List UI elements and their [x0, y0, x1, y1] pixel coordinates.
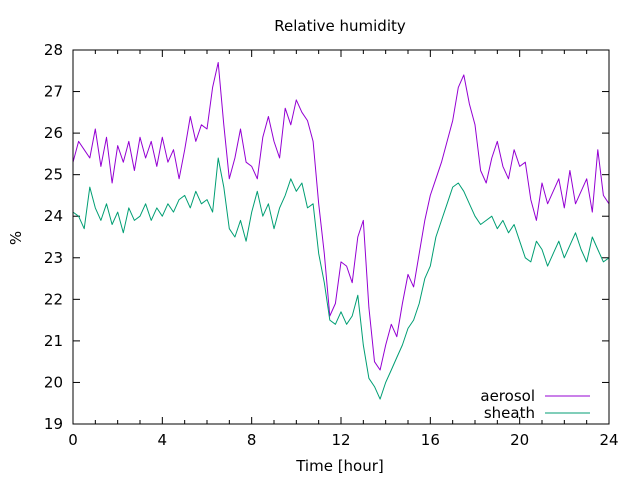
- chart-title: Relative humidity: [274, 17, 406, 35]
- plot-frame: [72, 49, 610, 425]
- y-tick-label: 20: [44, 373, 63, 391]
- x-tick-label: 20: [510, 431, 529, 449]
- y-tick-label: 27: [44, 83, 63, 101]
- series-line-aerosol: [72, 62, 610, 371]
- y-tick-label: 19: [44, 415, 63, 433]
- axis-ticks: [72, 49, 610, 425]
- y-tick-label: 28: [44, 41, 63, 59]
- y-tick-label: 25: [44, 166, 63, 184]
- legend-label-aerosol: aerosol: [480, 387, 535, 405]
- x-tick-label: 24: [599, 431, 618, 449]
- x-tick-label: 0: [68, 431, 78, 449]
- y-axis-label: %: [7, 231, 25, 245]
- y-tick-label: 24: [44, 207, 63, 225]
- y-tick-label: 23: [44, 249, 63, 267]
- y-tick-label: 21: [44, 332, 63, 350]
- x-tick-label: 4: [158, 431, 168, 449]
- y-tick-label: 26: [44, 124, 63, 142]
- series-line-sheath: [72, 157, 610, 400]
- x-tick-label: 8: [247, 431, 257, 449]
- series-layer: [72, 62, 610, 400]
- y-tick-label: 22: [44, 290, 63, 308]
- legend-label-sheath: sheath: [484, 404, 535, 422]
- tick-labels: 19 20 21 22 23 24 25 26 27 28 0 4 8 12 16 20 24: [44, 41, 619, 449]
- x-tick-label: 12: [331, 431, 350, 449]
- x-tick-label: 16: [421, 431, 440, 449]
- x-axis-label: Time [hour]: [295, 457, 384, 475]
